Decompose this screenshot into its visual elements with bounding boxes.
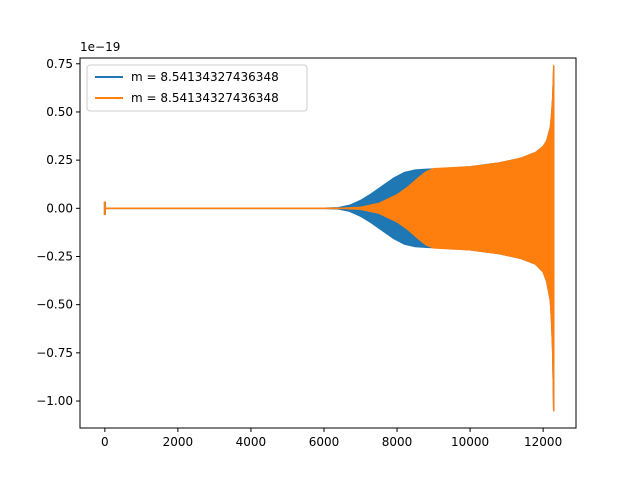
y-tick-label: −0.75 [36,346,73,360]
plot-area [103,64,555,412]
legend-label-2: m = 8.54134327436348 [131,91,279,105]
y-tick-label: −0.25 [36,249,73,263]
y-tick-label: 0.50 [46,105,73,119]
x-tick-label: 0 [101,435,109,449]
y-tick-label: 0.75 [46,57,73,71]
x-tick-label: 8000 [382,435,413,449]
x-tick-label: 4000 [236,435,267,449]
y-tick-label: −0.50 [36,298,73,312]
legend: m = 8.54134327436348 m = 8.54134327436348 [86,64,308,112]
y-tick-label: −1.00 [36,394,73,408]
x-tick-label: 10000 [451,435,489,449]
y-offset-label: 1e−19 [80,40,120,54]
x-axis: 0 2000 4000 6000 8000 10000 12000 [101,428,562,449]
legend-label-1: m = 8.54134327436348 [131,70,279,84]
axes-frame [79,57,577,429]
x-tick-label: 6000 [309,435,340,449]
x-tick-label: 12000 [524,435,562,449]
y-tick-label: 0.00 [46,201,73,215]
x-tick-label: 2000 [163,435,194,449]
y-tick-label: 0.25 [46,153,73,167]
series-2-oscillation [104,64,555,412]
legend-box [86,64,308,112]
y-axis: 0.75 0.50 0.25 0.00 −0.25 −0.50 −0.75 −1.00 [36,57,80,408]
